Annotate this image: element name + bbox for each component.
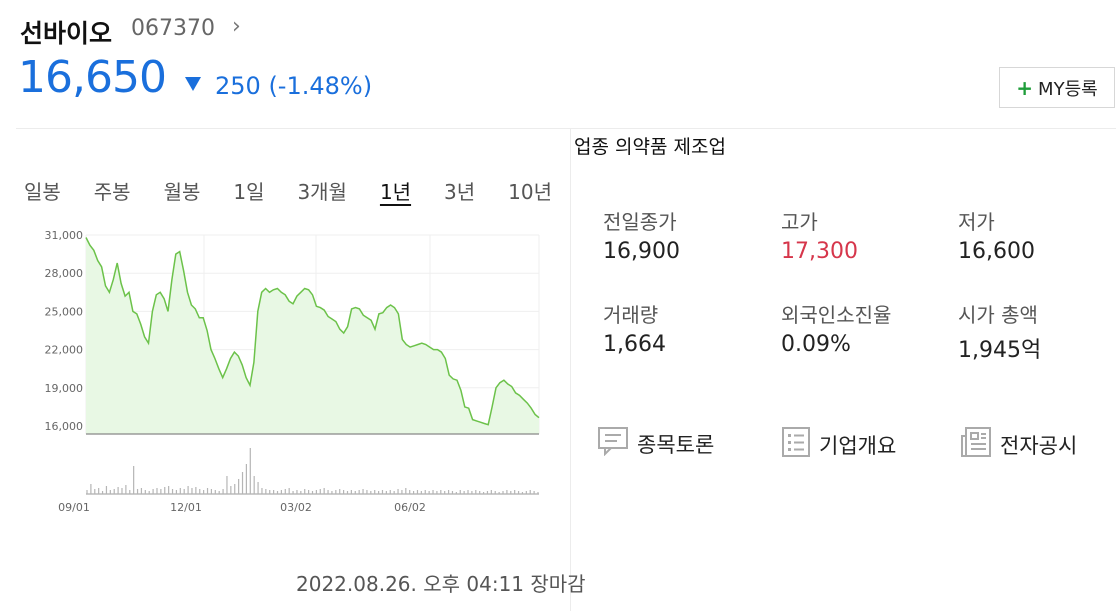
price-chart: 31,000 28,000 25,000 22,000 19,000 16,000 09/0… [45, 229, 540, 514]
header-divider [16, 128, 1116, 129]
x-tick-label: 06/02 [394, 501, 426, 514]
x-tick-label: 12/01 [170, 501, 202, 514]
stock-name: 선바이오 [20, 19, 113, 48]
stat-label: 고가 [781, 210, 818, 234]
link-label: 전자공시 [1000, 433, 1078, 458]
price-area [86, 237, 539, 434]
list-document-icon [781, 426, 819, 463]
stat-value: 1,664 [603, 332, 666, 357]
tab-1[interactable]: 주봉 [93, 180, 131, 204]
tab-0[interactable]: 일봉 [24, 180, 61, 204]
y-tick-label: 25,000 [45, 305, 84, 318]
y-tick-label: 28,000 [45, 267, 84, 280]
down-triangle-icon [185, 77, 201, 91]
tab-6[interactable]: 3년 [444, 180, 476, 204]
chevron-right-icon[interactable]: › [232, 14, 241, 39]
stat-value: 17,300 [781, 239, 858, 264]
stat-value: 16,900 [603, 239, 680, 264]
y-tick-label: 19,000 [45, 382, 84, 395]
stat-label: 외국인소진율 [781, 303, 892, 327]
stat-value: 0.09% [781, 332, 851, 357]
tab-2[interactable]: 월봉 [163, 180, 201, 204]
stat-label: 저가 [958, 210, 995, 234]
link-label: 기업개요 [819, 433, 897, 458]
stat-label: 시가 총액 [958, 303, 1038, 327]
tab-5[interactable]: 1년 [379, 180, 412, 204]
period-tabs: 일봉 주봉 월봉 1일 3개월 1년 3년 10년 [18, 176, 558, 205]
tab-3[interactable]: 1일 [233, 180, 265, 204]
current-price: 16,650 [18, 52, 167, 103]
price-line [85, 237, 540, 426]
stat-label: 거래량 [603, 303, 659, 327]
y-tick-label: 31,000 [45, 229, 84, 242]
stat-label: 전일종가 [603, 210, 677, 234]
x-tick-label: 09/01 [58, 501, 90, 514]
updated-time: 2022.08.26. 오후 04:11 장마감 [296, 572, 586, 596]
link-label: 종목토론 [637, 432, 715, 457]
my-register-label: MY등록 [1038, 78, 1098, 100]
y-tick-label: 22,000 [45, 344, 84, 357]
stock-code[interactable]: 067370 [131, 16, 215, 41]
industry-label[interactable]: 업종 의약품 제조업 [574, 136, 726, 158]
tab-4[interactable]: 3개월 [297, 180, 347, 204]
y-tick-label: 16,000 [45, 420, 84, 433]
stat-value: 16,600 [958, 239, 1035, 264]
tab-7[interactable]: 10년 [508, 180, 552, 204]
comment-icon [597, 426, 637, 461]
my-register-button[interactable]: + MY등록 [999, 67, 1115, 108]
link-list-document[interactable]: 기업개요 [781, 426, 896, 463]
price-change: 250 (-1.48%) [215, 72, 373, 100]
link-comment[interactable]: 종목토론 [597, 426, 714, 461]
column-divider [570, 129, 571, 611]
plus-icon: + [1016, 75, 1034, 100]
newspaper-icon [960, 426, 1000, 463]
link-newspaper[interactable]: 전자공시 [960, 426, 1077, 463]
x-tick-label: 03/02 [280, 501, 312, 514]
stat-value: 1,945억 [958, 338, 1042, 363]
